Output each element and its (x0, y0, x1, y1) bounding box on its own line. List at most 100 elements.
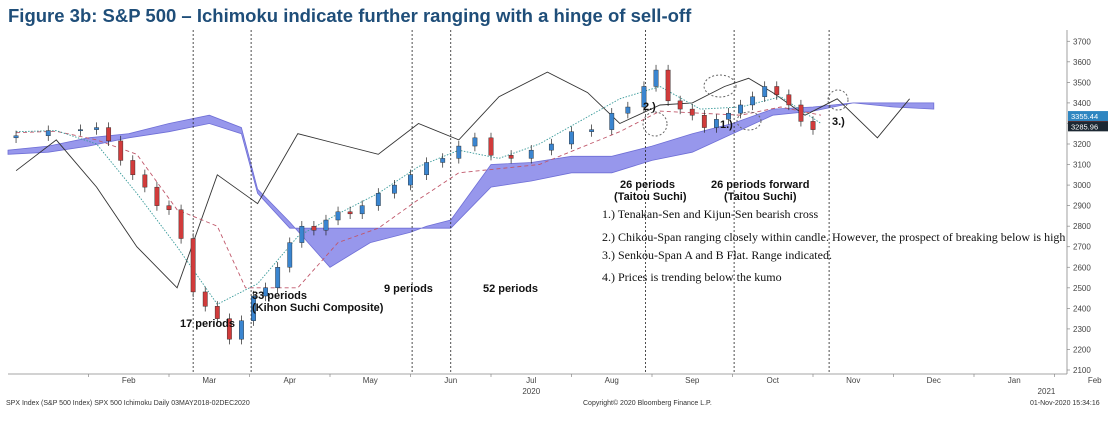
x-tick-label: Sep (685, 376, 700, 385)
candle-body (440, 158, 446, 163)
x-tick-label: Feb (1088, 376, 1102, 385)
footer-source: SPX Index (S&P 500 Index) SPX 500 Ichimo… (6, 400, 250, 407)
footer-copyright: Copyright© 2020 Bloomberg Finance L.P. (583, 399, 712, 407)
candle-body (569, 131, 574, 145)
candle-body (130, 160, 136, 176)
candle-body (299, 225, 305, 243)
candle-body (738, 104, 743, 114)
x-tick-label: Apr (284, 376, 297, 385)
y-tick-label: 2400 (1073, 304, 1091, 313)
kumo-cloud-layer (7, 102, 935, 268)
y-tick-label: 2900 (1073, 202, 1091, 211)
candle-body (714, 119, 719, 128)
x-tick-label: Oct (767, 376, 780, 385)
candle-body (726, 112, 731, 120)
annotation-26-periods: 26 periods (620, 179, 675, 191)
y-tick-label: 3100 (1073, 161, 1091, 170)
marker-label-1: 1.) (720, 119, 733, 131)
candle-body (665, 69, 671, 102)
y-tick-label: 2500 (1073, 284, 1091, 293)
candle-body (178, 209, 184, 239)
footer-timestamp: 01-Nov-2020 15:34:16 (1030, 400, 1100, 407)
note-3: 3.) Senkou-Span A and B Flat. Range indi… (602, 248, 832, 262)
axes (8, 30, 1068, 375)
y-tick-label: 3400 (1073, 99, 1091, 108)
candle-body (118, 140, 124, 161)
annotation-9-periods: 9 periods (384, 283, 433, 295)
y-tick-label: 2700 (1073, 243, 1091, 252)
note-4: 4.) Prices is trending below the kumo (602, 270, 782, 284)
candle-body (456, 145, 462, 159)
candle-body (323, 219, 329, 231)
candle-body (275, 267, 281, 289)
annotation-52-periods: 52 periods (483, 283, 538, 295)
marker-label-3: 3.) (832, 116, 845, 128)
candle-body (472, 137, 478, 147)
candle-body (45, 130, 51, 136)
price-tag-label: 3285.96 (1071, 122, 1098, 131)
x-tick-label: Feb (122, 376, 136, 385)
annotation-26-periods-forward: 26 periods forward (711, 179, 809, 191)
candle-body (677, 100, 683, 110)
y-tick-label: 3700 (1073, 37, 1091, 46)
candle-body (239, 320, 244, 340)
y-tick-label: 2100 (1073, 366, 1091, 375)
candle-body (311, 225, 317, 231)
annotation-taitou-suchi-forward: (Taitou Suchi) (724, 191, 797, 203)
note-1: 1.) Tenakan-Sen and Kijun-Sen bearish cr… (602, 207, 819, 221)
note-2: 2.) Chikou-Span ranging closely within c… (602, 230, 1065, 244)
candle-body (106, 127, 112, 142)
candle-body (214, 306, 220, 319)
x-tick-label: Mar (202, 376, 216, 385)
chikou-span-line (15, 71, 910, 289)
candle-body (625, 106, 631, 114)
y-tick-label: 3600 (1073, 58, 1091, 67)
candle-body (335, 211, 341, 221)
annotation-taitou-suchi: (Taitou Suchi) (614, 191, 687, 203)
candle-body (786, 94, 792, 106)
marker-circle-3 (827, 89, 849, 111)
candle-body (641, 86, 647, 108)
annotation-kihon-suchi: (Kihon Suchi Composite) (252, 302, 384, 314)
candle-body (653, 69, 659, 87)
candle-body (508, 155, 514, 159)
indicator-lines (15, 71, 910, 305)
candle-body (589, 129, 595, 132)
x-tick-labels: Feb Mar Apr May Jun Jul Aug Sep Oct Nov Dec Jan Feb 2… (88, 374, 1102, 396)
candle-body (774, 86, 780, 95)
candle-body (78, 129, 83, 132)
candle-body (392, 184, 397, 194)
marker-label-2: 2.) (643, 101, 656, 113)
y-tick-label: 2600 (1073, 263, 1091, 272)
price-tag (1068, 111, 1108, 122)
candle-body (609, 112, 615, 130)
candle-body (226, 318, 232, 340)
annotation-17-periods: 17 periods (180, 318, 235, 330)
candle-body (287, 242, 293, 268)
x-year-label: 2021 (1038, 387, 1056, 396)
candle-body (810, 121, 816, 130)
candle-body (142, 174, 148, 188)
candle-body (488, 137, 494, 156)
y-tick-label: 3200 (1073, 140, 1091, 149)
candle-body (750, 96, 756, 106)
x-tick-label: Jan (1008, 376, 1021, 385)
x-tick-label: Dec (927, 376, 941, 385)
annotation-33-periods: 33 periods (252, 290, 307, 302)
x-tick-label: May (363, 376, 378, 385)
candle-body (798, 104, 804, 122)
chart-title: Figure 3b: S&P 500 – Ichimoku indicate f… (8, 5, 692, 26)
candle-body (251, 295, 256, 321)
marker-circle-1 (736, 111, 762, 131)
price-tag-label: 3355.44 (1071, 112, 1098, 121)
marker-circle-2 (642, 111, 668, 137)
candle-body (424, 162, 429, 176)
tenkan-sen-line (16, 86, 822, 305)
y-tick-labels: 2100 2200 2300 2400 2500 2600 2700 2800 2900 3000… (1067, 37, 1091, 375)
candle-body (263, 287, 268, 297)
candle-body (202, 291, 208, 307)
candle-body (408, 174, 413, 186)
x-tick-label: Jun (444, 376, 457, 385)
y-tick-label: 2200 (1073, 345, 1091, 354)
